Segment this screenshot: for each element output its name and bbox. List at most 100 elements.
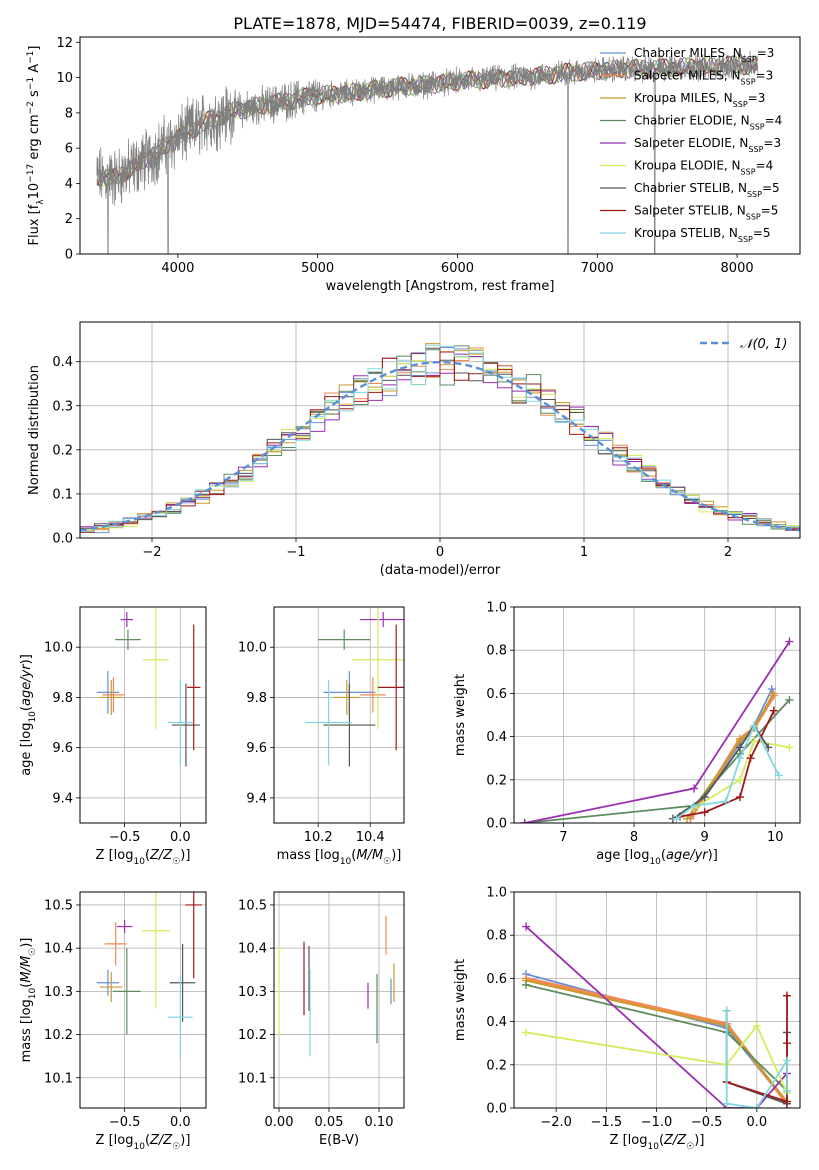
x-tick-label: 7000 xyxy=(581,261,614,276)
y-axis-label: Flux [fλ10−17 erg cm−2 s−1 A−1] xyxy=(26,46,46,246)
x-tick-label: 7 xyxy=(559,830,567,845)
plot-area xyxy=(520,637,794,823)
mass-weight-marker xyxy=(672,814,681,823)
label-part: ☉ xyxy=(172,857,180,867)
y-tick-label: 0.1 xyxy=(52,487,73,502)
x-tick-label: 0.05 xyxy=(315,1115,344,1130)
y-axis-label: mass weight xyxy=(453,959,468,1041)
y-tick-label: 2 xyxy=(65,212,73,227)
label-part: M/M xyxy=(19,956,34,983)
mass-weight-marker xyxy=(785,695,794,704)
label-part: 10 xyxy=(27,183,42,200)
y-tick-label: 10.5 xyxy=(44,898,73,913)
y-tick-label: 10.0 xyxy=(238,641,267,656)
plot-area xyxy=(96,607,201,767)
x-axis-label: E(B-V) xyxy=(319,1133,359,1148)
mass-weight-marker xyxy=(735,793,744,802)
plot-area xyxy=(278,915,395,1057)
label-part: mass weight xyxy=(453,674,468,756)
y-tick-label: 10.1 xyxy=(238,1071,267,1086)
label-part: age [log xyxy=(596,848,649,863)
legend-label: Chabrier MILES, NSSP=3 xyxy=(634,46,774,64)
label-part: s xyxy=(27,90,42,101)
x-tick-label: −1.0 xyxy=(641,1115,673,1130)
legend-label: Kroupa STELIB, NSSP=5 xyxy=(634,226,771,244)
y-axis-label: mass weight xyxy=(453,674,468,756)
x-tick-label: 10 xyxy=(767,830,784,845)
y-tick-label: 6 xyxy=(65,142,73,157)
mass-weight-line xyxy=(725,1010,788,1108)
label-part: ( xyxy=(659,1133,664,1148)
x-axis-label: (data-model)/error xyxy=(380,563,501,578)
mass-weight-marker xyxy=(746,754,755,763)
mass-weight-marker xyxy=(690,784,699,793)
axes-frame xyxy=(273,891,405,1109)
age-vs-z-panel: −0.5 0.09.49.69.810.0Z [log10(Z/Z☉)]age [… xyxy=(19,606,207,867)
label-part: )] xyxy=(180,848,190,863)
y-tick-label: 0.0 xyxy=(486,817,507,832)
legend-label: Salpeter ELODIE, NSSP=3 xyxy=(634,136,781,154)
legend-label-tail: =3 xyxy=(757,46,775,60)
residuals-panel: −2 −1 0 1 2 0.0 0.1 0.2 0.3 0.4 (data-model)/error… xyxy=(27,321,801,578)
label-part: )] xyxy=(391,848,401,863)
label-part: ( xyxy=(661,848,666,863)
label-part: Z/Z xyxy=(149,848,173,863)
legend-label: 𝒩(0, 1) xyxy=(740,337,787,352)
mass-weight-line xyxy=(675,723,780,820)
legend-label-main: Kroupa STELIB, N xyxy=(634,226,738,240)
mass-weight-line xyxy=(525,1024,788,1094)
x-tick-label: −1.5 xyxy=(591,1115,623,1130)
mass-weight-marker xyxy=(782,1056,791,1065)
y-tick-label: 8 xyxy=(65,106,73,121)
label-part: )] xyxy=(180,1133,190,1148)
y-tick-label: 0.2 xyxy=(486,773,507,788)
label-part: −1 xyxy=(26,51,36,64)
label-part: mass weight xyxy=(453,959,468,1041)
mass-weight-marker xyxy=(752,1104,761,1108)
label-part: ( xyxy=(145,1133,150,1148)
y-tick-label: 10.4 xyxy=(44,942,73,957)
y-tick-label: 0.6 xyxy=(486,687,507,702)
label-part: A xyxy=(27,64,42,77)
x-tick-label: 0.0 xyxy=(747,1115,768,1130)
y-tick-label: 12 xyxy=(56,36,73,51)
legend-label: Kroupa ELODIE, NSSP=4 xyxy=(634,159,773,177)
x-tick-label: 1 xyxy=(580,545,588,560)
mass-vs-ebv-panel: 0.00 0.05 0.10 10.1 10.2 10.3 10.4 10.5 E(B-V) xyxy=(238,891,405,1148)
legend-label-tail: =3 xyxy=(756,69,774,83)
axes-frame xyxy=(79,891,207,1109)
label-part: age [log xyxy=(19,723,34,776)
y-tick-label: 9.6 xyxy=(52,741,73,756)
x-tick-label: 0.00 xyxy=(265,1115,294,1130)
mass-weight-marker xyxy=(735,775,744,784)
legend-label-tail: =3 xyxy=(763,136,781,150)
label-part: −1 xyxy=(26,77,36,90)
y-tick-label: 10.3 xyxy=(238,985,267,1000)
mass-weight-marker xyxy=(785,743,794,752)
label-part: wavelength [Angstrom, rest frame] xyxy=(326,279,555,294)
label-part: λ xyxy=(36,199,46,205)
label-part: mass [log xyxy=(19,999,34,1062)
legend-label-main: Kroupa MILES, N xyxy=(634,91,733,105)
legend-label-tail: =4 xyxy=(756,159,774,173)
mass-weight-marker xyxy=(782,1097,791,1106)
x-axis-label: age [log10(age/yr)] xyxy=(596,848,718,867)
mass-weight-line xyxy=(693,739,790,809)
x-tick-label: 0 xyxy=(436,545,444,560)
legend-label-main: Chabrier MILES, N xyxy=(634,46,742,60)
label-part: 10 xyxy=(133,857,145,867)
plot-area xyxy=(305,607,404,767)
label-part: ] xyxy=(27,46,42,51)
y-tick-label: 1.0 xyxy=(486,886,507,901)
label-part: Normed distribution xyxy=(27,365,42,495)
label-part: )] xyxy=(694,1133,704,1148)
axes-frame xyxy=(273,606,405,824)
y-tick-label: 9.8 xyxy=(52,691,73,706)
y-tick-label: 0.4 xyxy=(486,1015,507,1030)
mass-vs-z-panel: −0.5 0.010.110.210.310.410.5Z [log10(Z/Z☉… xyxy=(19,891,207,1152)
label-part: −2 xyxy=(26,101,36,114)
label-part: 10 xyxy=(647,1142,659,1152)
x-tick-label: 8 xyxy=(630,830,638,845)
label-part: ( xyxy=(19,983,34,988)
plot-area xyxy=(522,922,791,1108)
